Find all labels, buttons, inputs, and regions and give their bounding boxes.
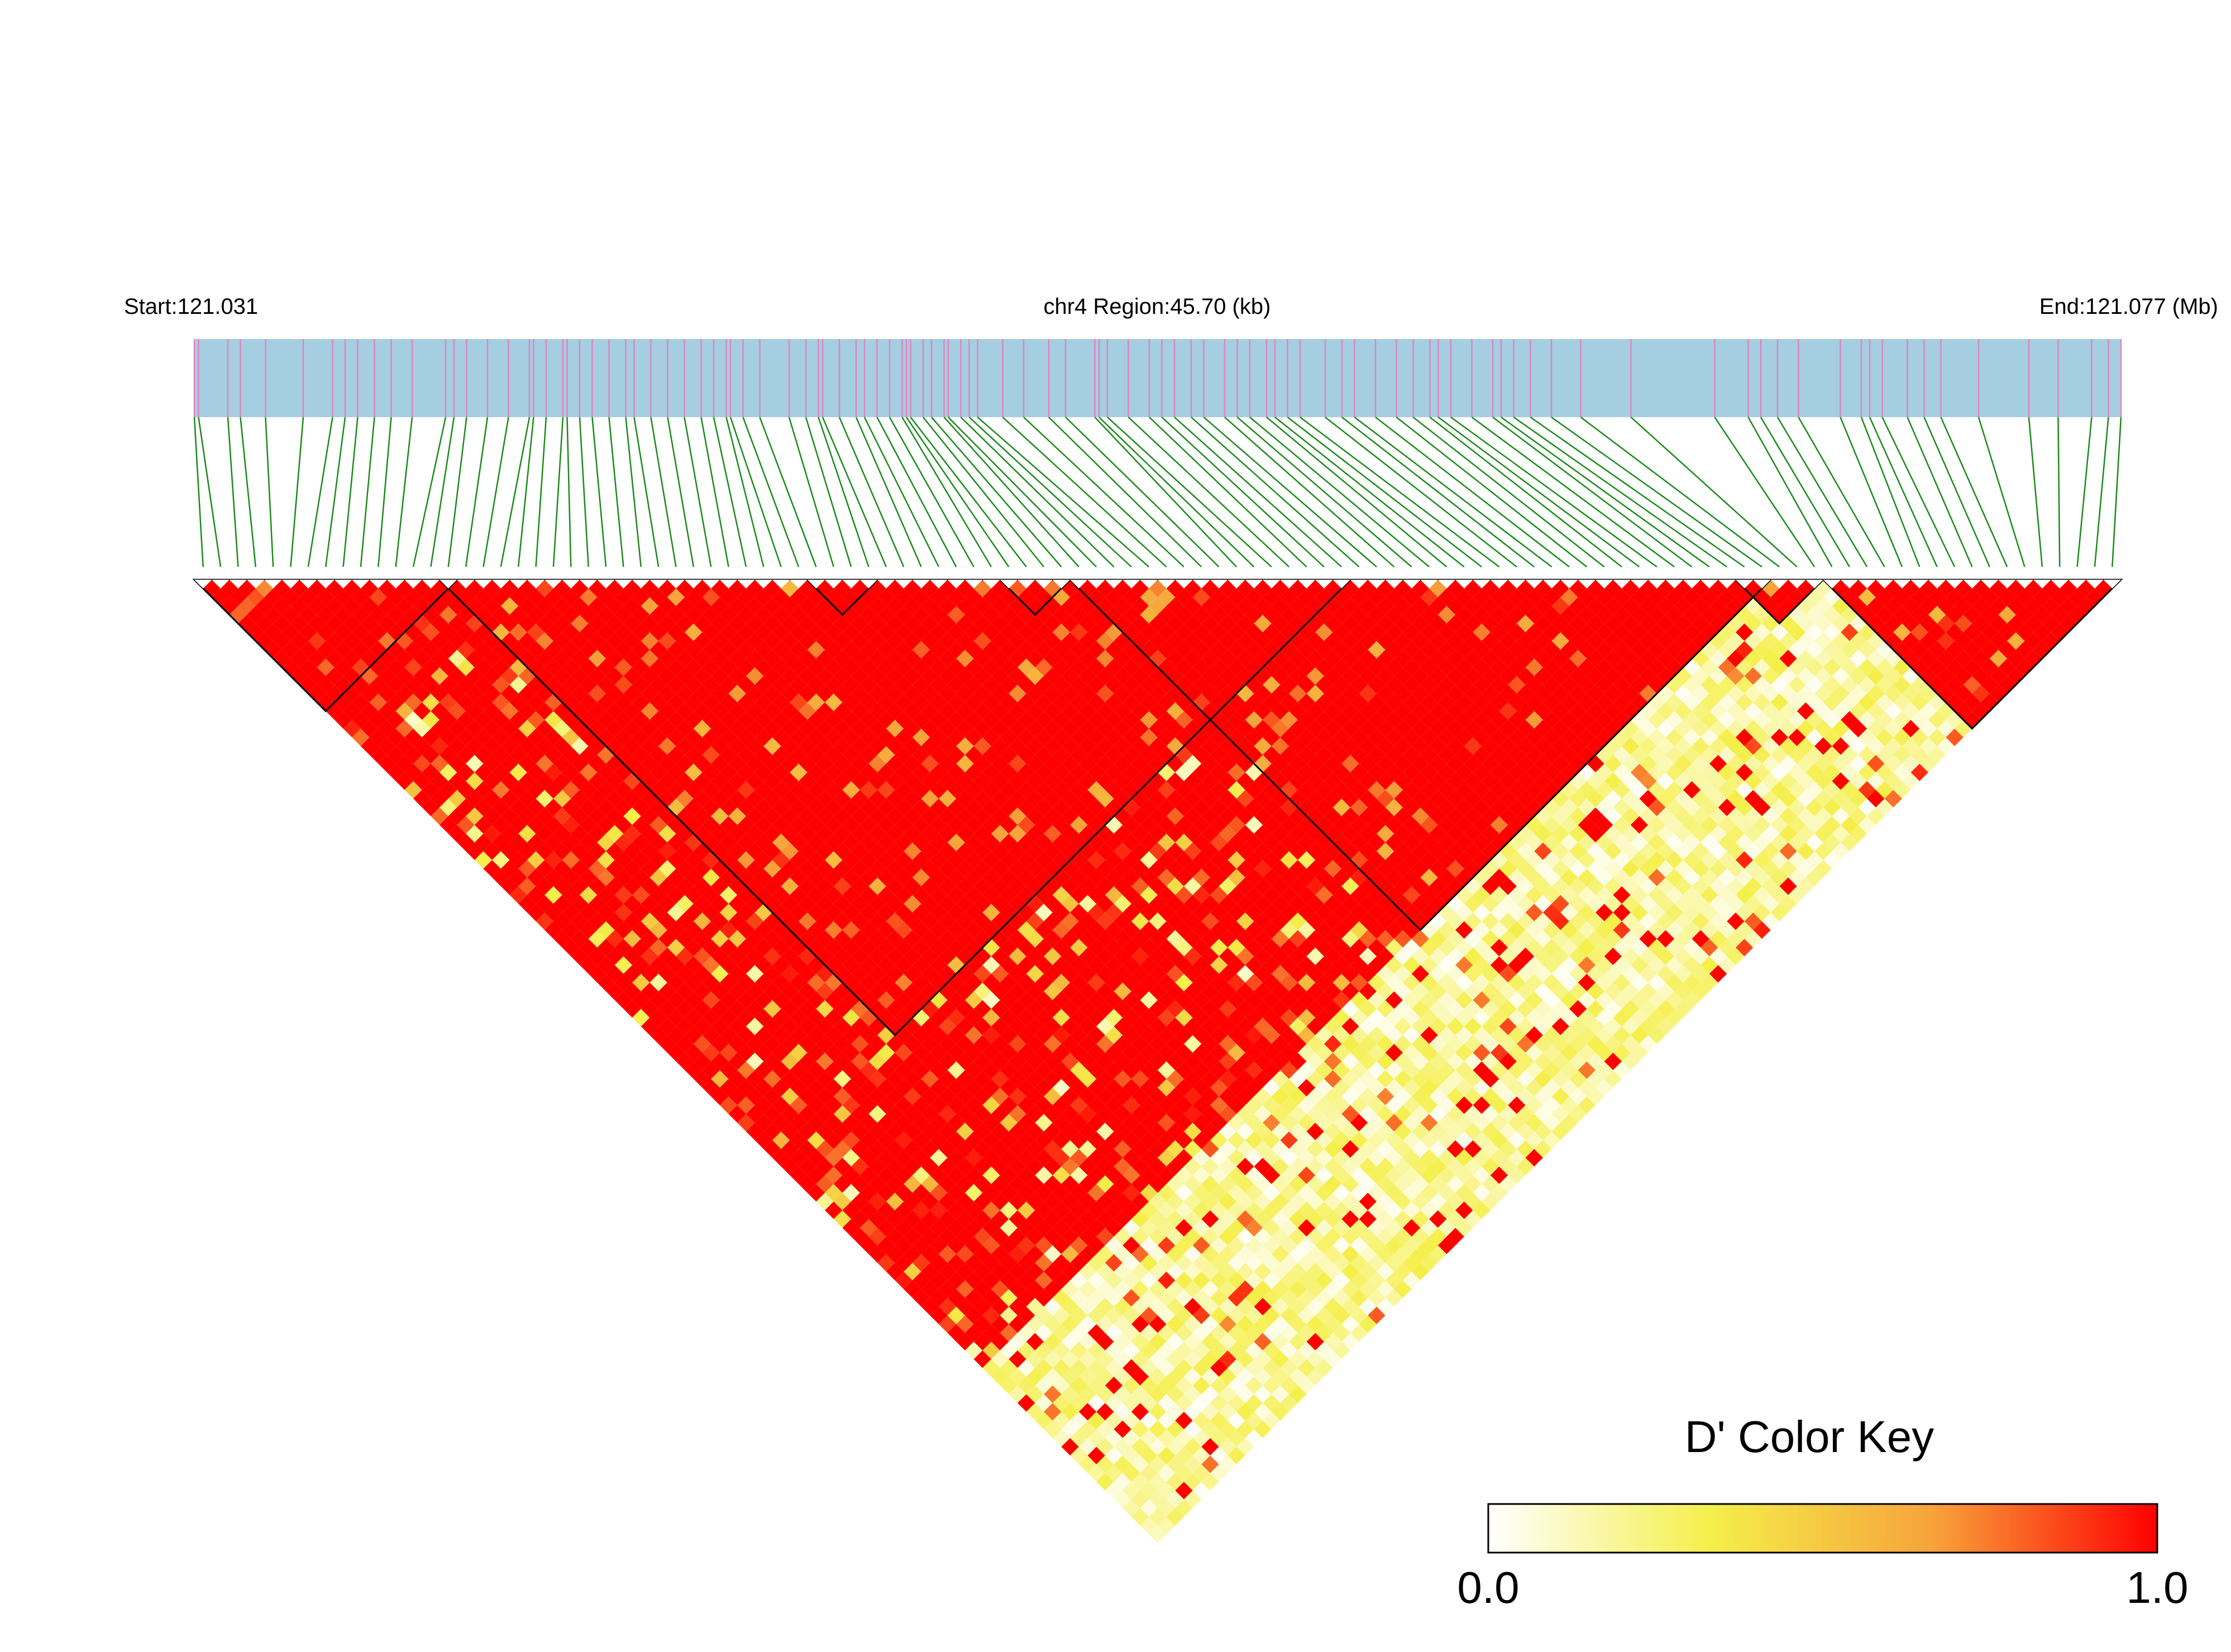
snp-connector — [931, 417, 1062, 567]
start-label: Start:121.031 — [124, 294, 258, 319]
snp-connector — [1778, 417, 1867, 567]
snp-connector — [1129, 417, 1289, 567]
snp-connector — [361, 417, 375, 567]
snp-connector — [839, 417, 904, 567]
snp-connector — [1325, 417, 1517, 567]
snp-connector — [2077, 417, 2092, 567]
snp-connector — [593, 417, 606, 567]
snp-connector — [1908, 417, 1972, 567]
snp-connector — [626, 417, 641, 567]
snp-connector — [241, 417, 256, 567]
snp-connector — [1761, 417, 1850, 567]
snp-connector — [1024, 417, 1184, 567]
snp-connector — [2112, 417, 2121, 567]
snp-connector — [567, 417, 571, 567]
snp-connector-lines — [194, 417, 2121, 567]
snp-connector — [343, 417, 358, 567]
snp-connector — [228, 417, 238, 567]
snp-connector — [1149, 417, 1307, 567]
snp-connector — [806, 417, 851, 567]
snp-connector — [902, 417, 992, 567]
snp-connector — [1162, 417, 1324, 567]
snp-connector — [396, 417, 412, 567]
snp-connector — [609, 417, 624, 567]
snp-connector — [819, 417, 869, 567]
snp-connector — [1749, 417, 1832, 567]
snp-connector — [1250, 417, 1429, 567]
snp-connector — [1107, 417, 1272, 567]
snp-connector — [580, 417, 589, 567]
snp-connector — [760, 417, 816, 567]
snp-connector — [1501, 417, 1709, 567]
snp-connector — [1397, 417, 1587, 567]
snp-connector — [1941, 417, 2008, 567]
snp-position-track — [194, 339, 2121, 417]
snp-connector — [553, 417, 563, 567]
snp-connector — [1375, 417, 1569, 567]
snp-connector — [1870, 417, 1937, 567]
snp-connector — [291, 417, 304, 567]
snp-connector — [1531, 417, 1745, 567]
snp-connector — [1049, 417, 1201, 567]
snp-connector — [701, 417, 729, 567]
snp-connector — [743, 417, 799, 567]
snp-connector — [1861, 417, 1919, 567]
snp-connector — [518, 417, 533, 567]
snp-connector — [536, 417, 546, 567]
region-label: chr4 Region:45.70 (kb) — [1044, 294, 1271, 319]
snp-connector — [266, 417, 274, 567]
snp-connector — [668, 417, 694, 567]
snp-connector — [413, 417, 446, 567]
snp-connector — [944, 417, 1079, 567]
snp-connector — [2029, 417, 2042, 567]
snp-connector — [948, 417, 1096, 567]
ld-cells — [203, 580, 2113, 1543]
snp-connector — [378, 417, 391, 567]
snp-connector — [727, 417, 764, 567]
snp-connector — [1204, 417, 1377, 567]
snp-connector — [1095, 417, 1237, 567]
snp-connector — [714, 417, 746, 567]
snp-connector — [1451, 417, 1657, 567]
snp-connector — [1342, 417, 1534, 567]
snp-connector — [1514, 417, 1727, 567]
snp-connector — [2058, 417, 2060, 567]
snp-connector — [730, 417, 781, 567]
snp-connector — [1472, 417, 1675, 567]
snp-connector — [1191, 417, 1359, 567]
snp-connector — [1413, 417, 1604, 567]
snp-connector — [1924, 417, 1990, 567]
snp-connector — [789, 417, 834, 567]
snp-connector — [466, 417, 488, 567]
snp-connector — [2095, 417, 2109, 567]
snp-connector — [823, 417, 886, 567]
snp-connector — [1267, 417, 1447, 567]
snp-connector — [1979, 417, 2025, 567]
snp-connector — [1581, 417, 1780, 567]
end-label: End:121.077 (Mb) — [2039, 294, 2218, 319]
snp-connector — [685, 417, 711, 567]
